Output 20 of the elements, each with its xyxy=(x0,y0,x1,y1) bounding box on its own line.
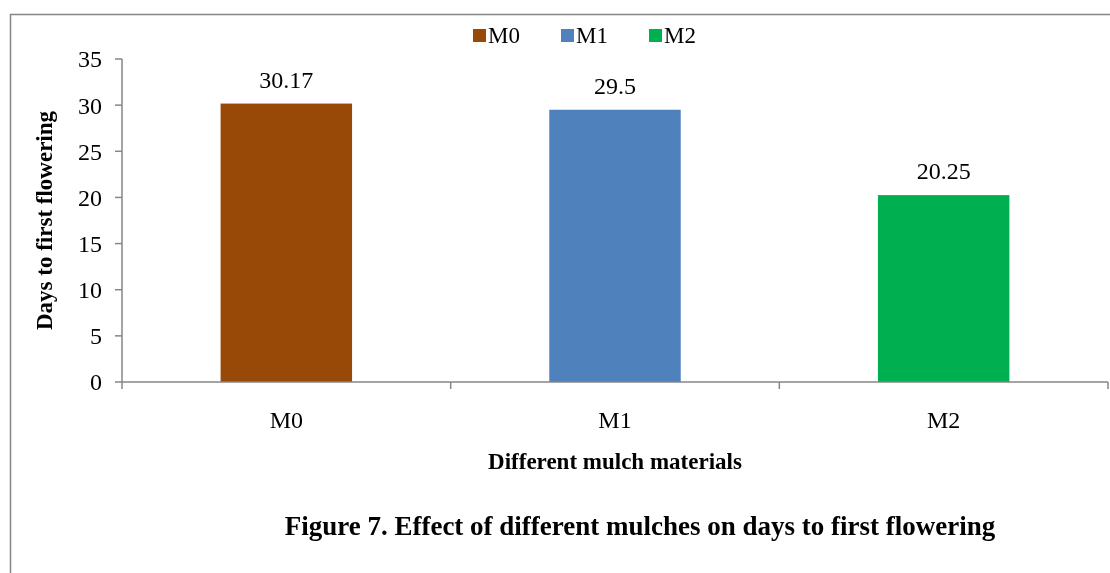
y-tick-label: 20 xyxy=(78,184,102,211)
y-tick-label: 15 xyxy=(78,230,102,257)
y-tick-label: 0 xyxy=(90,369,102,396)
legend-label: M0 xyxy=(488,23,520,48)
y-tick-label: 25 xyxy=(78,138,102,165)
x-axis-title: Different mulch materials xyxy=(488,449,742,474)
y-tick-label: 5 xyxy=(90,323,102,350)
legend-label: M1 xyxy=(576,23,608,48)
y-axis-title: Days to first flowering xyxy=(32,110,57,331)
data-label: 20.25 xyxy=(916,158,971,185)
text: Figure 7. Effect of different mulches on days to first flowering xyxy=(284,511,996,541)
data-label: 30.17 xyxy=(259,66,314,93)
x-tick-label: M1 xyxy=(598,407,632,433)
y-tick-label: 35 xyxy=(78,46,102,73)
y-tick-label: 30 xyxy=(78,92,102,119)
x-tick-label: M0 xyxy=(269,407,304,433)
data-label: 29.5 xyxy=(594,72,636,99)
y-tick-label: 10 xyxy=(78,277,102,304)
x-tick-label: M2 xyxy=(926,407,961,433)
legend-label: M2 xyxy=(664,23,696,48)
